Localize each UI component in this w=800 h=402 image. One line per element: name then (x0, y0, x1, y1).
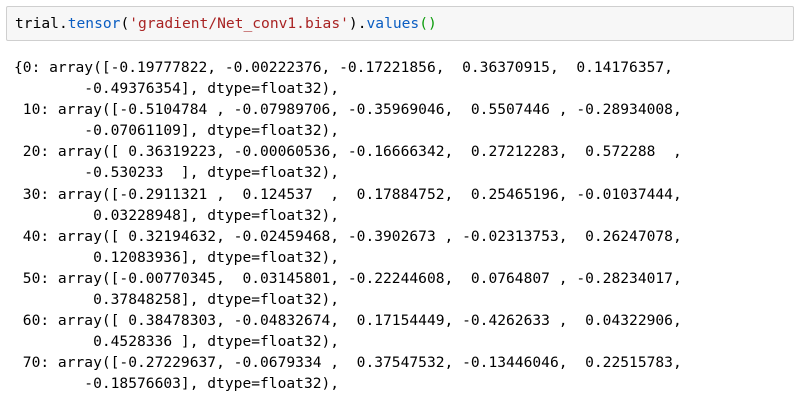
code-input-cell[interactable]: trial.tensor('gradient/Net_conv1.bias').… (6, 6, 794, 41)
output-line: -0.07061109], dtype=float32), (14, 122, 340, 140)
output-line: 40: array([ 0.32194632, -0.02459468, -0.… (14, 227, 682, 245)
code-token-dot: . (58, 15, 68, 32)
code-token-call-parens: () (419, 15, 437, 32)
output-line: 20: array([ 0.36319223, -0.00060536, -0.… (14, 143, 682, 161)
code-line: trial.tensor('gradient/Net_conv1.bias').… (15, 14, 785, 33)
output-line: -0.49376354], dtype=float32), (14, 80, 340, 98)
output-line: 0.4528336 ], dtype=float32), (14, 333, 340, 351)
code-token-dot: . (357, 15, 367, 32)
output-line: {0: array([-0.19777822, -0.00222376, -0.… (14, 59, 673, 76)
output-line: 0.37848258], dtype=float32), (14, 291, 340, 309)
output-line: -0.18576603], dtype=float32), (14, 375, 340, 393)
output-line: 0.03228948], dtype=float32), (14, 206, 340, 224)
output-line: 50: array([-0.00770345, 0.03145801, -0.2… (14, 269, 682, 287)
code-token-close-paren: ) (348, 15, 358, 32)
code-token-tensor-method: tensor (67, 15, 121, 32)
output-line: 10: array([-0.5104784 , -0.07989706, -0.… (14, 101, 682, 119)
code-token-values-method: values (366, 15, 420, 32)
code-token-string-arg: 'gradient/Net_conv1.bias' (129, 15, 349, 32)
output-line: 0.12083936], dtype=float32), (14, 248, 340, 266)
output-line: 30: array([-0.2911321 , 0.124537 , 0.178… (14, 185, 682, 203)
output-line: 70: array([-0.27229637, -0.0679334 , 0.3… (14, 354, 682, 372)
cell-output: {0: array([-0.19777822, -0.00222376, -0.… (14, 57, 800, 395)
output-line: 60: array([ 0.38478303, -0.04832674, 0.1… (14, 312, 682, 330)
code-token-object: trial (15, 15, 59, 32)
output-line: -0.530233 ], dtype=float32), (14, 164, 340, 182)
code-token-open-paren: ( (120, 15, 130, 32)
